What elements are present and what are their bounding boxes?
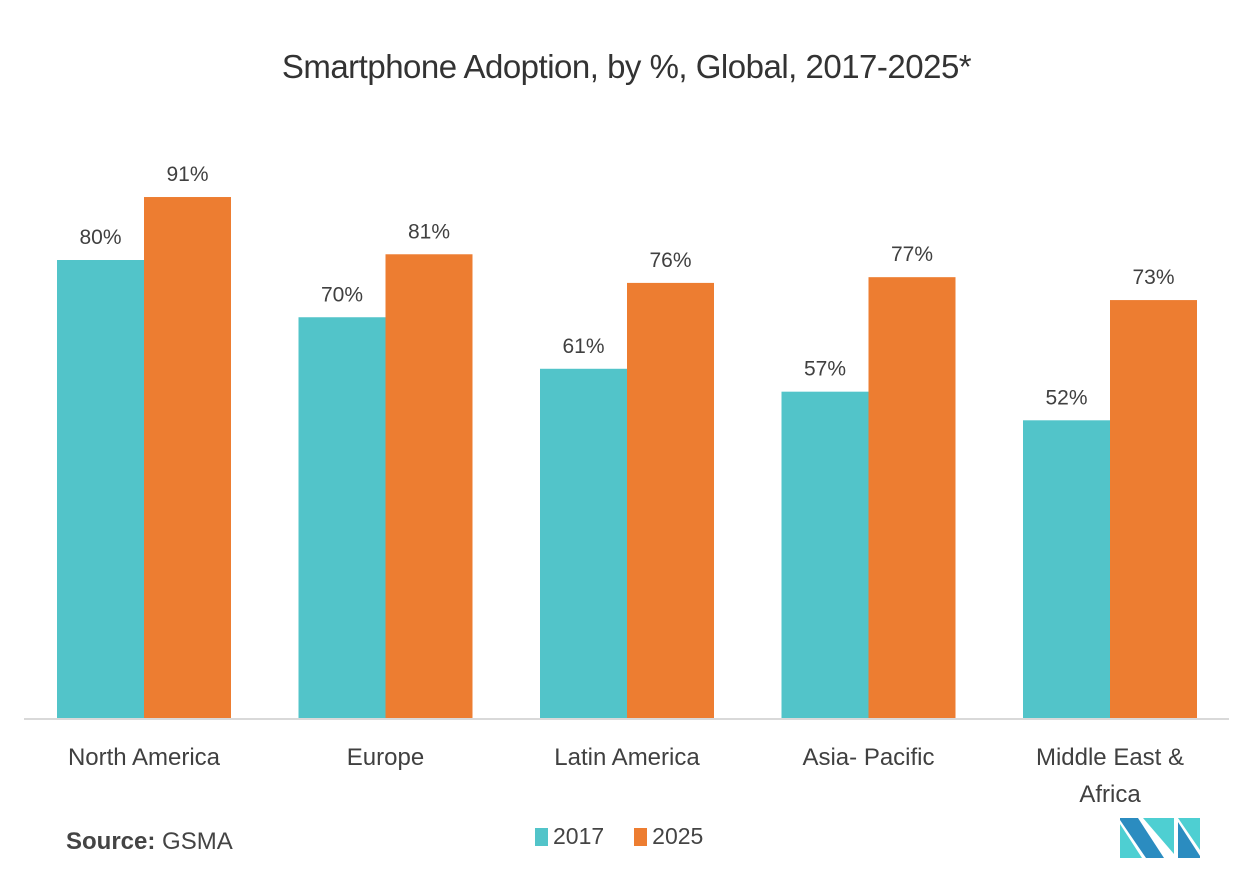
x-tick-label-3: Asia- Pacific [802, 744, 934, 771]
logo-shape-2 [1120, 824, 1142, 858]
data-label-2025-1: 81% [408, 220, 450, 243]
legend-swatch-2017 [535, 827, 548, 846]
data-label-2025-3: 77% [891, 243, 933, 266]
bar-2025-3 [868, 277, 956, 718]
x-tick-label-4-0: Middle East & [1036, 744, 1184, 771]
legend-item-2025: 2025 [634, 823, 703, 850]
x-tick-label-4-1: Africa [1079, 781, 1141, 808]
data-label-2025-2: 76% [649, 249, 691, 272]
x-tick-label-2: Latin America [554, 744, 700, 771]
data-label-2025-4: 73% [1132, 266, 1174, 289]
chart-title: Smartphone Adoption, by %, Global, 2017-… [281, 48, 972, 85]
logo-shape-4 [1178, 822, 1200, 858]
x-tick-label-1: Europe [347, 744, 424, 771]
legend: 2017 2025 [535, 823, 733, 850]
data-label-2017-0: 80% [79, 226, 121, 249]
data-label-2017-3: 57% [804, 358, 846, 381]
data-label-2025-0: 91% [166, 163, 208, 186]
x-tick-label-0: North America [68, 744, 221, 771]
logo-shape-3 [1143, 818, 1174, 854]
data-label-2017-2: 61% [562, 335, 604, 358]
brand-logo [1120, 818, 1200, 858]
bar-2017-0 [57, 260, 144, 718]
logo-shape-5 [1178, 818, 1200, 850]
logo-shape-1 [1120, 818, 1164, 858]
data-label-2017-4: 52% [1045, 386, 1087, 409]
bar-2025-0 [144, 197, 231, 718]
source-label: Source: [66, 828, 156, 855]
legend-swatch-2025 [634, 827, 648, 846]
bar-2017-1 [298, 317, 386, 718]
source-note: Source: GSMA [66, 828, 233, 856]
legend-label-2017: 2017 [553, 823, 605, 849]
bar-2017-2 [540, 368, 627, 718]
bar-2017-4 [1023, 420, 1110, 718]
data-label-2017-1: 70% [321, 283, 363, 306]
legend-item-2017: 2017 [535, 823, 604, 850]
bar-2025-4 [1110, 300, 1197, 718]
legend-label-2025: 2025 [652, 823, 704, 849]
bar-2025-2 [627, 282, 714, 718]
bar-2025-1 [385, 254, 473, 718]
source-value: GSMA [162, 828, 233, 855]
bar-2017-3 [781, 391, 869, 718]
